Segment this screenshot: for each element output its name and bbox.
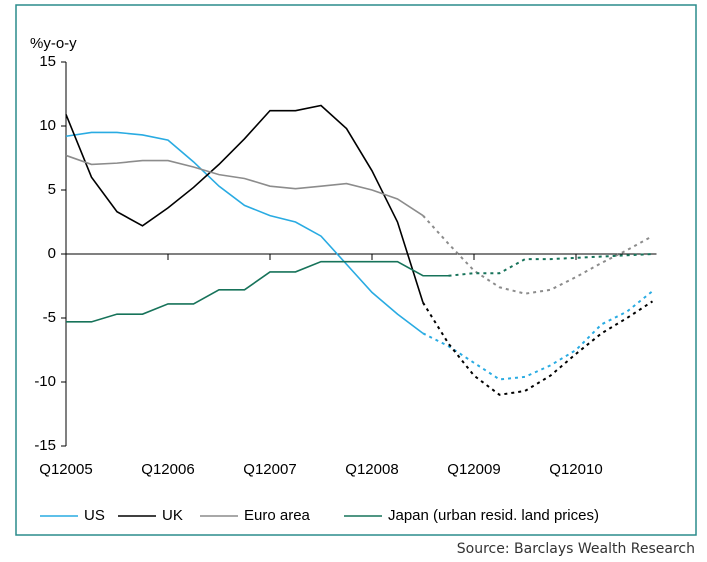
y-tick-label: 10: [39, 117, 56, 134]
x-tick-label: Q12005: [39, 461, 92, 478]
x-tick-label: Q12009: [447, 461, 500, 478]
chart: %y-o-y -15 -10 -5 0 5 10 15 Q12005 Q12006 Q12007 Q…: [15, 4, 697, 536]
legend-label: US: [84, 507, 105, 524]
source: Source: Barclays Wealth Research: [456, 541, 695, 557]
forecast-line: [422, 300, 654, 396]
legend-label: Japan (urban resid. land prices): [388, 507, 599, 524]
forecast-line: [422, 290, 654, 381]
y-tick-label: -5: [43, 309, 56, 326]
y-tick-label: 15: [39, 53, 56, 70]
x-tick-label: Q12006: [141, 461, 194, 478]
chart-frame: [15, 4, 697, 536]
y-tick-label: 0: [48, 245, 56, 262]
x-tick-label: Q12007: [243, 461, 296, 478]
legend-label: Euro area: [244, 507, 311, 524]
y-tick-label: 5: [48, 181, 56, 198]
line: [65, 154, 424, 217]
forecast-line: [448, 253, 653, 277]
forecast-line: [422, 214, 653, 295]
line: [65, 131, 424, 334]
y-axis-label: %y-o-y: [30, 35, 77, 52]
x-tick-label: Q12008: [345, 461, 398, 478]
line: [66, 260, 449, 323]
line: [65, 104, 424, 303]
y-tick-label: -15: [34, 437, 56, 454]
y-tick-label: -10: [34, 373, 56, 390]
x-tick-label: Q12010: [549, 461, 602, 478]
legend-label: UK: [162, 507, 183, 524]
